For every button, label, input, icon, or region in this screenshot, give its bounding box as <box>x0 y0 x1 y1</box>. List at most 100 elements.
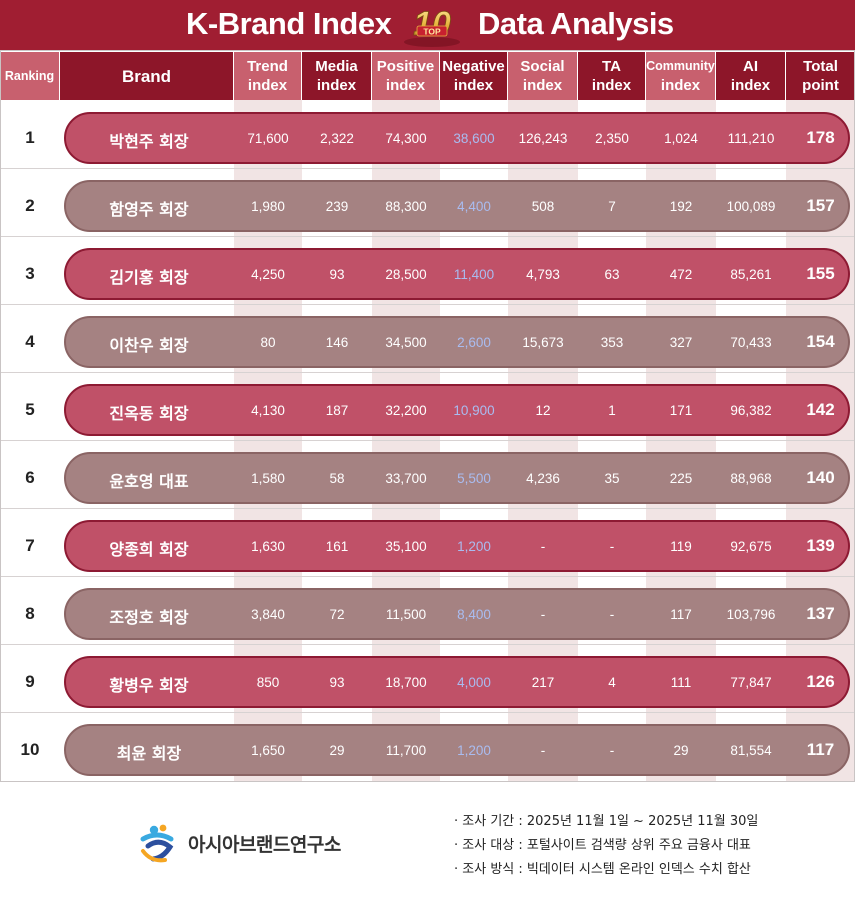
cell-total: 155 <box>806 264 835 283</box>
cell-negative: 4,000 <box>457 675 491 690</box>
row-divider <box>0 372 855 373</box>
brand-name: 윤호영 대표 <box>109 472 189 491</box>
cell-community: 225 <box>669 471 693 486</box>
cell-ai: 100,089 <box>726 199 776 214</box>
cell-media: 2,322 <box>320 131 354 146</box>
header-total-line: point <box>802 77 839 94</box>
rank-number: 7 <box>25 536 35 555</box>
cell-media: 72 <box>329 607 345 622</box>
row-divider <box>0 644 855 645</box>
row-divider <box>0 236 855 237</box>
cell-media: 146 <box>325 335 349 350</box>
cell-negative: 38,600 <box>453 131 495 146</box>
cell-negative: 1,200 <box>457 539 491 554</box>
cell-social: 217 <box>531 675 555 690</box>
cell-negative: 1,200 <box>457 743 491 758</box>
cell-total: 139 <box>806 536 835 555</box>
header-total: Total point <box>786 52 855 100</box>
title-right: Data Analysis <box>478 6 674 41</box>
cell-social: 15,673 <box>522 335 564 350</box>
cell-community: 192 <box>669 199 693 214</box>
cell-trend: 850 <box>256 675 280 690</box>
cell-negative: 8,400 <box>457 607 491 622</box>
cell-trend: 4,130 <box>251 403 285 418</box>
cell-ta: - <box>609 607 615 622</box>
cell-total: 137 <box>806 604 835 623</box>
rank-number: 8 <box>25 604 35 623</box>
cell-total: 142 <box>806 400 835 419</box>
rank-number: 5 <box>25 400 35 419</box>
note-target: · 조사 대상 : 포털사이트 검색량 상위 주요 금융사 대표 <box>454 838 751 853</box>
header-negative-line: Negative <box>442 58 505 75</box>
header-ai-line: AI <box>743 58 758 75</box>
cell-ta: 1 <box>608 403 616 418</box>
cell-total: 117 <box>806 740 835 759</box>
brand-name: 진옥동 회장 <box>109 404 189 423</box>
brand-name: 최윤 회장 <box>116 744 182 763</box>
cell-total: 154 <box>806 332 835 351</box>
header-media-line: index <box>316 77 357 94</box>
cell-total: 126 <box>806 672 835 691</box>
header-ta-line: index <box>591 77 632 94</box>
row-divider <box>0 304 855 305</box>
brand-row-pill <box>64 384 850 436</box>
rank-number: 3 <box>25 264 35 283</box>
brand-row-pill <box>64 656 850 708</box>
cell-community: 117 <box>670 607 692 622</box>
top10-badge-icon: 10 TOP <box>404 5 460 47</box>
cell-ta: - <box>609 539 615 554</box>
cell-ta: 63 <box>604 267 620 282</box>
cell-ta: 7 <box>608 199 616 214</box>
brand-row-pill <box>64 724 850 776</box>
header-positive-line: Positive <box>376 58 435 75</box>
brand-row-pill <box>64 180 850 232</box>
header-ranking: Ranking <box>0 52 59 100</box>
header-community-line: index <box>660 77 701 94</box>
brand-row-pill <box>64 520 850 572</box>
cell-social: 126,243 <box>518 131 568 146</box>
cell-ta: 353 <box>600 335 624 350</box>
cell-negative: 4,400 <box>457 199 491 214</box>
cell-ta: 35 <box>604 471 620 486</box>
cell-total: 140 <box>806 468 835 487</box>
brand-name: 함영주 회장 <box>109 200 189 219</box>
header-community: Community index <box>646 52 715 100</box>
cell-trend: 3,840 <box>251 607 285 622</box>
cell-positive: 11,700 <box>385 743 427 758</box>
cell-social: 4,793 <box>526 267 560 282</box>
cell-community: 171 <box>669 403 693 418</box>
cell-ai: 111,210 <box>727 131 775 146</box>
header-brand: Brand <box>60 52 233 100</box>
cell-positive: 74,300 <box>385 131 427 146</box>
header-trend: Trend index <box>234 52 301 100</box>
brand-name: 조정호 회장 <box>109 608 189 627</box>
cell-ai: 88,968 <box>730 471 772 486</box>
row-divider <box>0 168 855 169</box>
cell-trend: 80 <box>260 335 276 350</box>
badge-text: TOP <box>423 27 441 37</box>
row-divider <box>0 508 855 509</box>
header-social-line: Social <box>520 58 565 75</box>
title-left: K-Brand Index <box>186 6 392 41</box>
row-divider <box>0 576 855 577</box>
cell-total: 157 <box>806 196 835 215</box>
brand-row-pill <box>64 248 850 300</box>
cell-social: 4,236 <box>526 471 560 486</box>
brand-row-pill <box>64 588 850 640</box>
cell-community: 472 <box>669 267 693 282</box>
rank-number: 4 <box>25 332 35 351</box>
header-positive-line: index <box>385 77 426 94</box>
header-ai-line: index <box>730 77 771 94</box>
rank-number: 2 <box>25 196 35 215</box>
cell-ai: 85,261 <box>730 267 772 282</box>
header-ta: TA index <box>578 52 645 100</box>
cell-trend: 1,630 <box>251 539 285 554</box>
cell-ta: 2,350 <box>595 131 629 146</box>
header-social-line: index <box>522 77 563 94</box>
cell-community: 1,024 <box>664 131 698 146</box>
cell-positive: 28,500 <box>385 267 427 282</box>
row-divider <box>0 712 855 713</box>
header-total-line: Total <box>803 58 838 75</box>
cell-ai: 77,847 <box>730 675 772 690</box>
brand-row-pill <box>64 452 850 504</box>
